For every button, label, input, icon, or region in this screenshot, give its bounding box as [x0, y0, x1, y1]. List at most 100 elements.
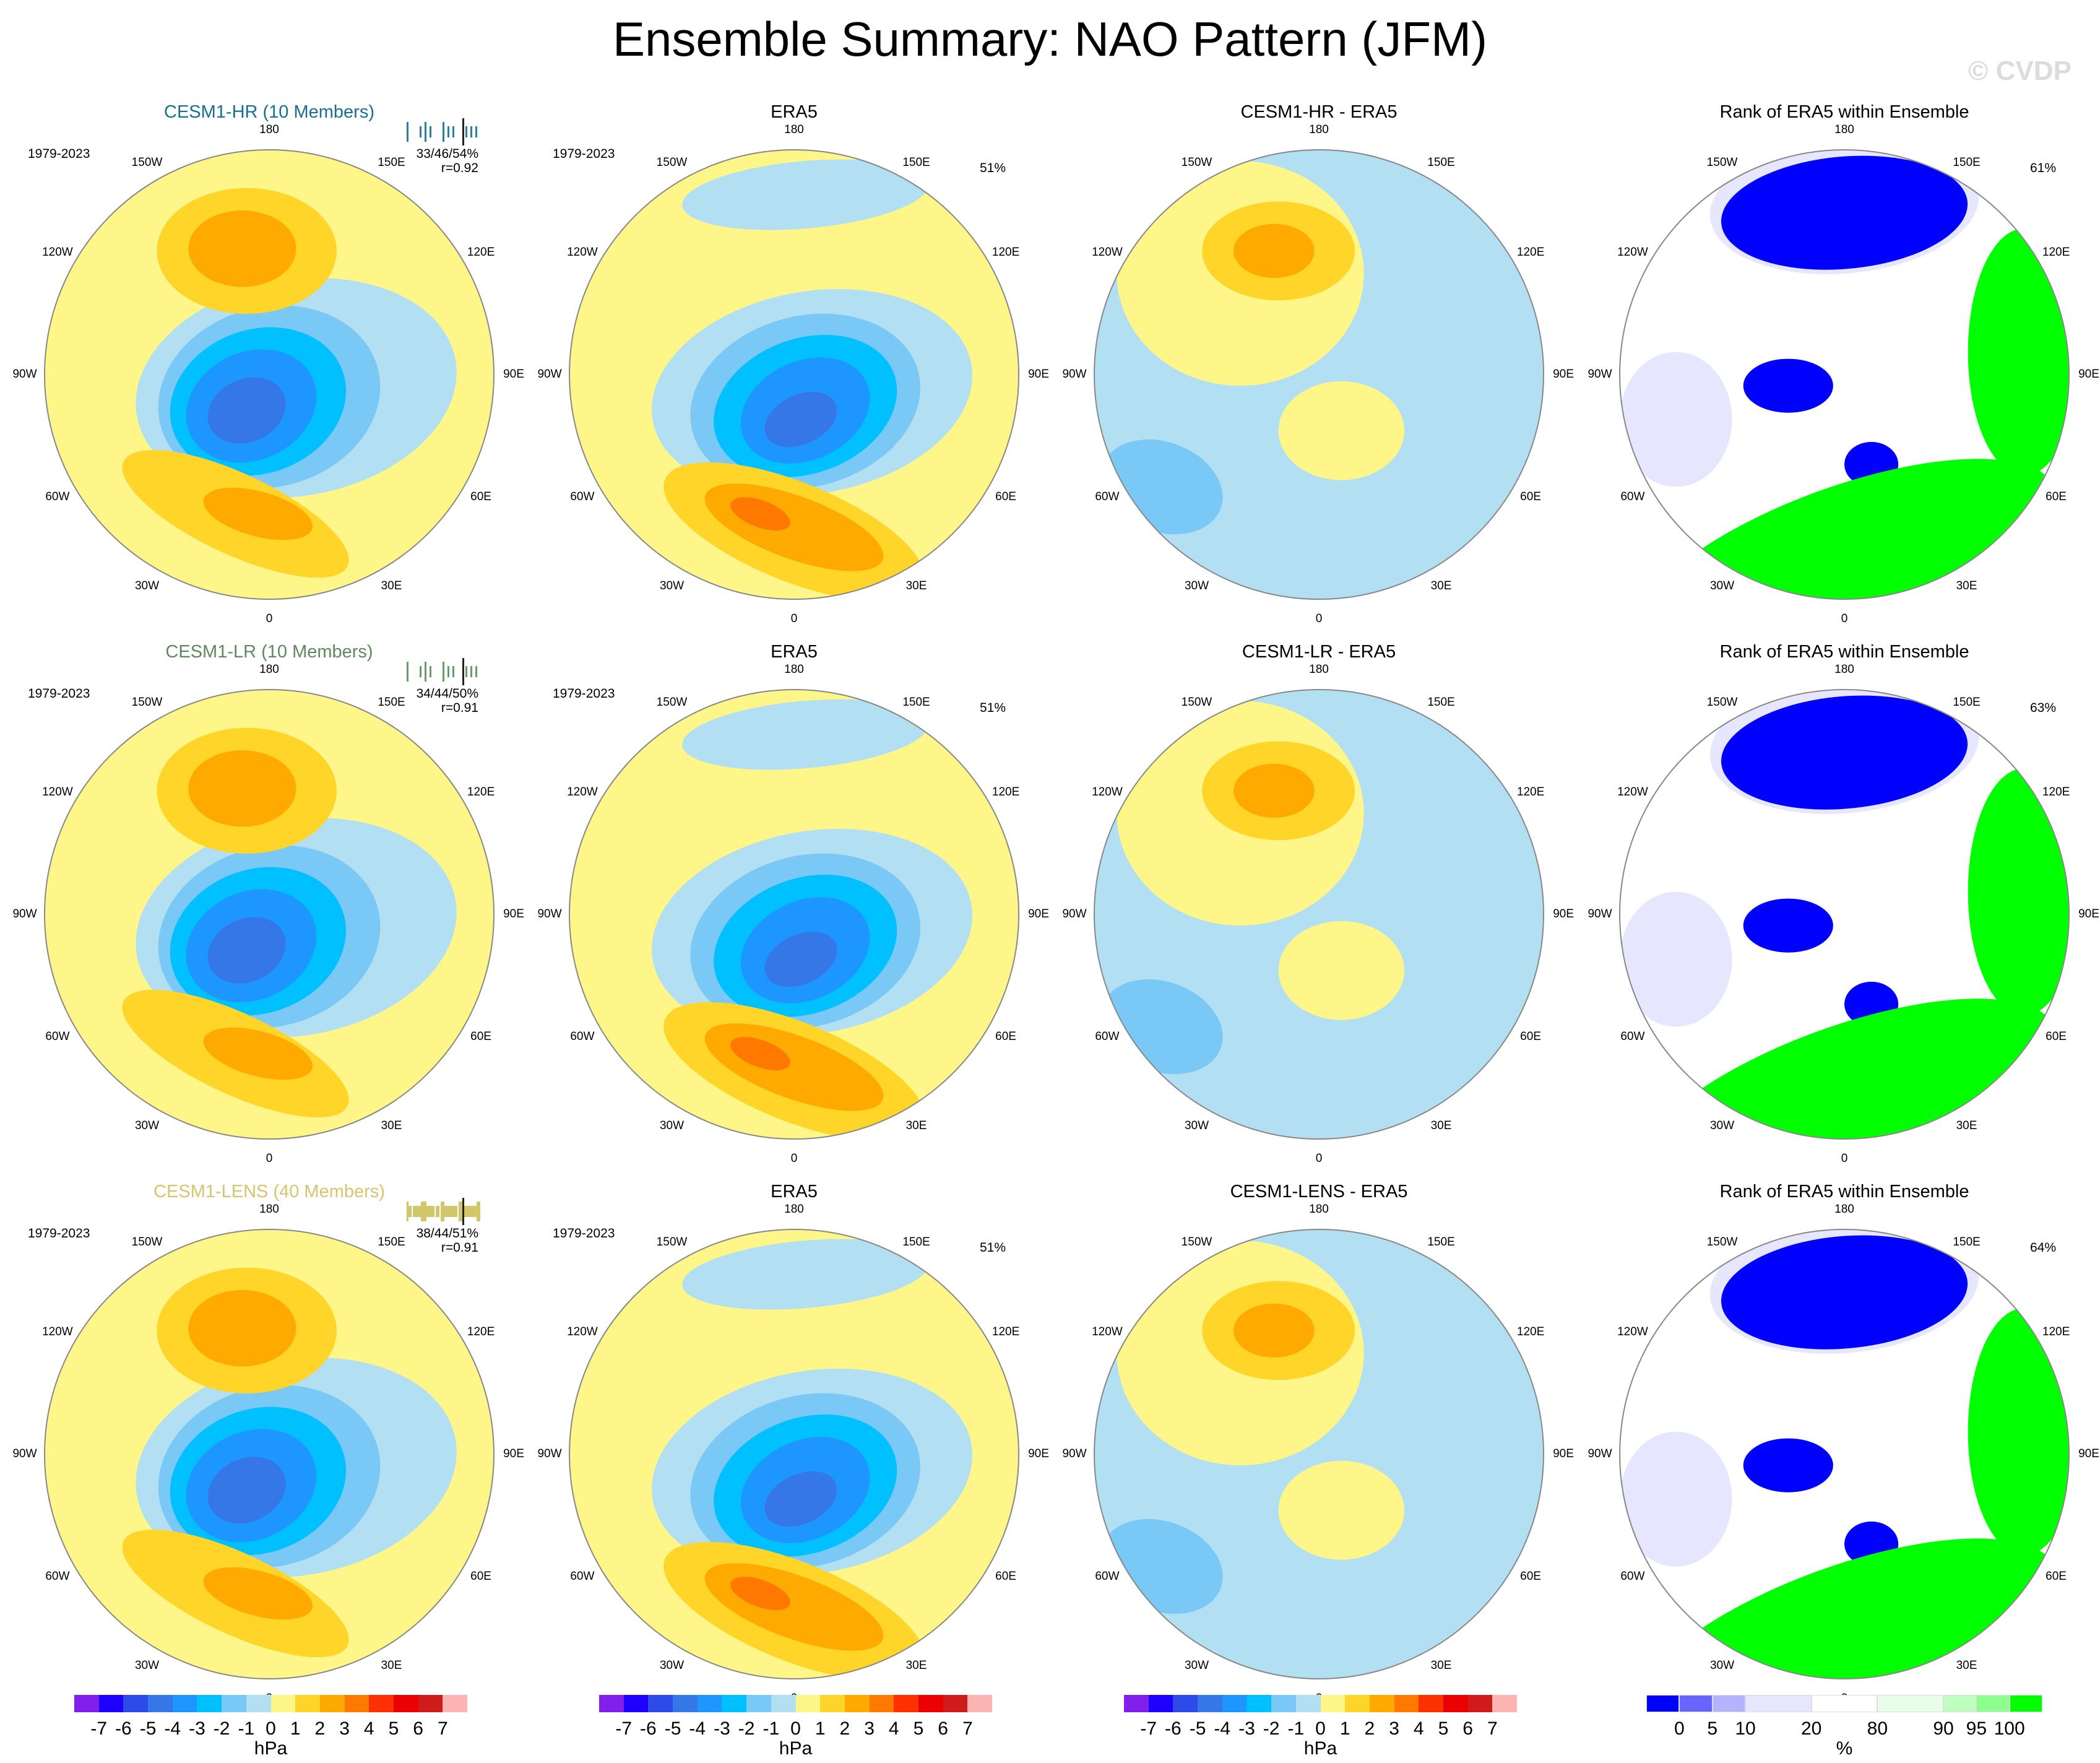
- ensemble-member-tick: [408, 1206, 410, 1217]
- colorbar-tick-label: 20: [1800, 1718, 1822, 1739]
- map-boundary: [569, 149, 1019, 600]
- ensemble-member-tick: [475, 1206, 477, 1217]
- longitude-label: 150W: [131, 155, 163, 169]
- map-boundary: [1619, 689, 2070, 1140]
- ensemble-member-tick: [473, 1206, 475, 1217]
- longitude-label: 150E: [378, 695, 405, 709]
- colorbar-tick-label: 6: [1463, 1718, 1473, 1739]
- field-contour: [1278, 381, 1404, 480]
- field-contour: [682, 159, 929, 230]
- field-contour: [1234, 763, 1315, 818]
- colorbar-tick-label: 0: [790, 1718, 801, 1739]
- longitude-label: 120W: [42, 785, 73, 799]
- longitude-label: 90W: [1062, 368, 1087, 381]
- longitude-label: 60W: [570, 1569, 595, 1583]
- longitude-label: 0: [266, 612, 273, 625]
- longitude-label: 60E: [995, 1569, 1016, 1583]
- longitude-label: 150E: [902, 1235, 930, 1249]
- colorbar-box: [918, 1695, 943, 1712]
- longitude-label: 60W: [1095, 490, 1120, 503]
- main-title: Ensemble Summary: NAO Pattern (JFM): [613, 12, 1487, 66]
- longitude-label: 120E: [2042, 1325, 2070, 1338]
- colorbar-box: [393, 1695, 418, 1712]
- longitude-label: 120E: [467, 785, 495, 799]
- longitude-label: 120E: [1516, 1325, 1545, 1338]
- ensemble-member-tick: [410, 1206, 412, 1217]
- observed-tick: [462, 118, 464, 145]
- ensemble-member-tick: [413, 1206, 415, 1217]
- ensemble-member-tick: [433, 1206, 434, 1217]
- colorbar-box: [648, 1695, 673, 1712]
- longitude-label: 90E: [1553, 368, 1574, 381]
- colorbar-box: [967, 1695, 992, 1712]
- longitude-label: 120W: [42, 245, 73, 259]
- field-contour: [1743, 358, 1833, 413]
- ensemble-member-tick: [447, 666, 449, 677]
- colorbar-box: [148, 1695, 173, 1712]
- polar-map: [569, 1229, 1019, 1679]
- map-boundary: [44, 149, 495, 600]
- longitude-label: 60W: [1095, 1029, 1120, 1043]
- panel-title: ERA5: [771, 642, 818, 662]
- ensemble-member-tick: [464, 1206, 465, 1217]
- ensemble-member-tick: [475, 666, 477, 677]
- observed-tick: [462, 658, 464, 685]
- pattern-correlation: r=0.91: [441, 1241, 478, 1255]
- colorbar-box: [1222, 1695, 1247, 1712]
- longitude-label: 180: [784, 1203, 804, 1216]
- field-contour: [188, 750, 296, 827]
- colorbar-tick-label: -5: [664, 1718, 681, 1739]
- longitude-label: 180: [1834, 123, 1854, 136]
- colorbar-tick-label: -1: [763, 1718, 780, 1739]
- longitude-label: 30E: [381, 1119, 402, 1133]
- colorbar-tick-label: -2: [738, 1718, 755, 1739]
- colorbar-tick-label: 90: [1933, 1718, 1954, 1739]
- ensemble-member-tick: [449, 1206, 451, 1217]
- longitude-label: 120E: [992, 245, 1020, 259]
- ensemble-member-tick: [420, 1206, 421, 1217]
- map-boundary: [44, 689, 495, 1140]
- colorbar-tick-label: 5: [913, 1718, 924, 1739]
- colorbar-tick-label: -5: [139, 1718, 157, 1739]
- longitude-label: 90E: [2078, 368, 2099, 381]
- ensemble-member-tick: [430, 666, 431, 677]
- percent-label: 51%: [980, 701, 1006, 715]
- panel-title: CESM1-HR - ERA5: [1240, 102, 1398, 122]
- colorbar-box: [1394, 1695, 1419, 1712]
- longitude-label: 60W: [45, 1569, 70, 1583]
- longitude-label: 60W: [570, 1029, 595, 1043]
- pattern-stats: 38/44/51%: [416, 1226, 478, 1241]
- longitude-label: 30E: [1956, 1119, 1977, 1133]
- longitude-label: 30W: [659, 1659, 685, 1673]
- longitude-label: 150E: [1427, 155, 1455, 169]
- field-contour: [730, 1037, 790, 1070]
- colorbar-box: [1976, 1695, 2010, 1712]
- colorbar-tick-label: -2: [213, 1718, 230, 1739]
- longitude-label: 180: [259, 1203, 279, 1216]
- ensemble-member-tick: [470, 666, 472, 677]
- longitude-label: 60E: [995, 1029, 1016, 1043]
- longitude-label: 0: [1841, 612, 1848, 625]
- colorbar-tick-label: 5: [388, 1718, 399, 1739]
- longitude-label: 30E: [905, 579, 927, 593]
- colorbar-tick-label: 80: [1867, 1718, 1888, 1739]
- field-contour: [764, 931, 837, 987]
- ensemble-member-tick: [418, 1206, 420, 1217]
- colorbar-tick-label: 10: [1735, 1718, 1756, 1739]
- longitude-label: 90W: [1588, 368, 1612, 381]
- longitude-label: 30E: [905, 1119, 927, 1133]
- ensemble-member-tick: [421, 1202, 423, 1221]
- longitude-label: 90W: [12, 1447, 37, 1460]
- longitude-label: 120W: [1617, 785, 1648, 799]
- polar-map: [569, 149, 1019, 600]
- field-contour: [1968, 768, 2069, 1016]
- colorbar-box: [1467, 1695, 1493, 1712]
- field-contour: [1631, 459, 2057, 599]
- period-label: 1979-2023: [28, 1226, 90, 1241]
- ensemble-member-tick: [452, 1206, 454, 1217]
- polar-map: [1619, 149, 2070, 600]
- colorbar-tick-label: 3: [339, 1718, 350, 1739]
- colorbar-box: [1173, 1695, 1198, 1712]
- colorbar-tick-label: 6: [413, 1718, 423, 1739]
